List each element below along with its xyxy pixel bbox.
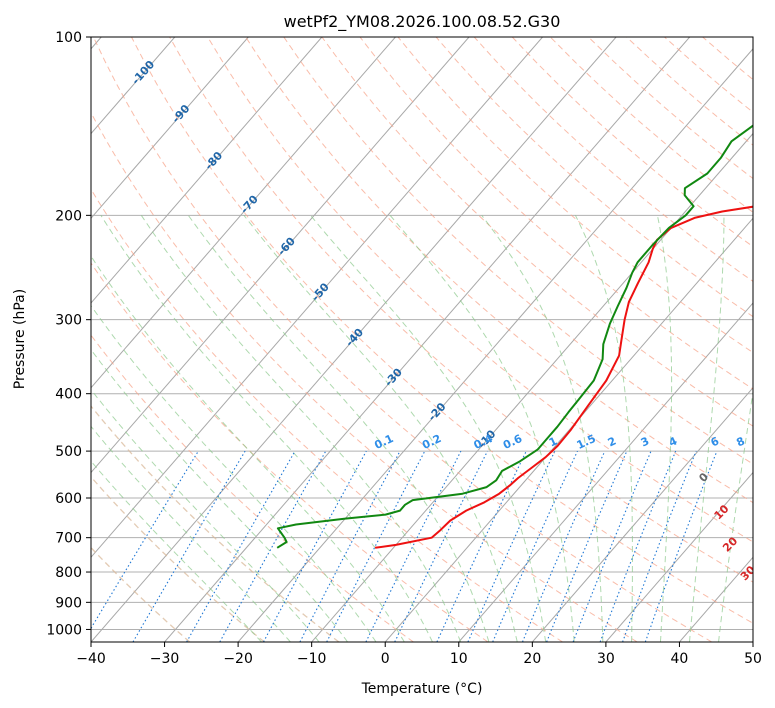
x-tick-label: 20	[523, 651, 541, 667]
x-tick-label: 50	[744, 651, 762, 667]
dry-adiabat	[397, 37, 753, 354]
moist-adiabat	[718, 388, 753, 642]
dry-adiabat	[91, 475, 265, 642]
moist-adiabat	[91, 460, 262, 642]
isotherm-line	[164, 37, 691, 642]
moist-adiabat	[91, 388, 320, 642]
x-tick-label: −40	[76, 651, 106, 667]
background-lines	[91, 37, 753, 642]
x-axis-label: Temperature (°C)	[361, 681, 483, 697]
isotherm-line	[531, 387, 753, 642]
y-tick-label: 300	[55, 313, 82, 329]
dewpoint-trace	[276, 124, 753, 549]
moist-adiabat	[389, 214, 575, 642]
mixing-ratio-line	[365, 450, 462, 642]
dry-adiabat	[169, 37, 753, 583]
x-tick-label: 0	[381, 651, 390, 667]
dry-adiabat	[91, 334, 414, 642]
y-tick-label: 900	[55, 595, 82, 611]
moist-adiabat	[656, 215, 673, 642]
mixing-ratio-line	[572, 450, 652, 642]
moist-adiabat	[481, 215, 604, 642]
mixing-ratio-line	[622, 450, 697, 642]
isotherm-line	[91, 37, 543, 559]
isotherm-line	[91, 37, 249, 220]
isotherm-line	[237, 48, 753, 642]
dry-adiabat	[92, 37, 713, 642]
x-tick-label: 40	[671, 651, 689, 667]
y-tick-label: 500	[55, 444, 82, 460]
isotherm-line	[91, 37, 617, 642]
chart-title: wetPf2_YM08.2026.100.08.52.G30	[284, 12, 561, 32]
temperature-trace	[374, 205, 753, 549]
y-tick-label: 800	[55, 565, 82, 581]
isotherm-line	[384, 217, 753, 642]
dry-adiabat	[91, 262, 489, 642]
y-tick-label: 700	[55, 531, 82, 547]
x-tick-label: −10	[297, 651, 327, 667]
dry-adiabat	[131, 37, 753, 624]
y-tick-label: 400	[55, 387, 82, 403]
dry-adiabat	[245, 37, 753, 504]
isotherm-line	[91, 37, 323, 304]
y-tick-label: 600	[55, 491, 82, 507]
x-tick-label: −20	[223, 651, 253, 667]
dry-adiabat	[91, 111, 638, 642]
y-axis: 100 200 300 400 500 600 700 800 900 1000	[46, 30, 91, 638]
dry-adiabat	[91, 405, 340, 642]
y-tick-label: 1000	[46, 622, 82, 638]
sounding-traces	[276, 124, 753, 549]
mixing-ratio-line	[644, 450, 718, 642]
y-tick-label: 100	[55, 30, 82, 46]
dry-adiabat	[91, 188, 563, 642]
plot-frame	[90, 36, 754, 643]
mixing-ratio-line	[263, 450, 367, 642]
moist-adiabat	[574, 215, 633, 642]
y-axis-label: Pressure (hPa)	[12, 289, 28, 389]
mixing-ratio-line	[521, 450, 606, 642]
isotherm-line	[91, 37, 470, 474]
x-tick-label: 10	[450, 651, 468, 667]
mixing-ratio-line	[599, 450, 677, 642]
mixing-ratio-line	[546, 450, 628, 642]
y-tick-label: 200	[55, 208, 82, 224]
x-tick-label: 30	[597, 651, 615, 667]
moist-adiabat	[91, 348, 349, 642]
mixing-ratio-line	[219, 450, 327, 642]
moist-adiabat	[91, 304, 377, 642]
dry-adiabat	[91, 546, 191, 642]
moist-adiabat	[91, 255, 405, 642]
isotherm-line	[605, 471, 753, 642]
isotherm-line	[458, 302, 753, 642]
x-tick-label: −30	[150, 651, 180, 667]
isotherm-line	[91, 37, 396, 389]
mixing-ratio-line	[492, 450, 578, 642]
moist-adiabat	[689, 215, 725, 642]
moist-adiabat	[140, 215, 462, 642]
mixing-ratio-line	[91, 450, 199, 630]
x-axis: −40 −30 −20 −10 0 10 20 30 40 50	[76, 642, 762, 667]
dry-adiabat	[207, 37, 753, 543]
dry-adiabat	[435, 37, 753, 318]
